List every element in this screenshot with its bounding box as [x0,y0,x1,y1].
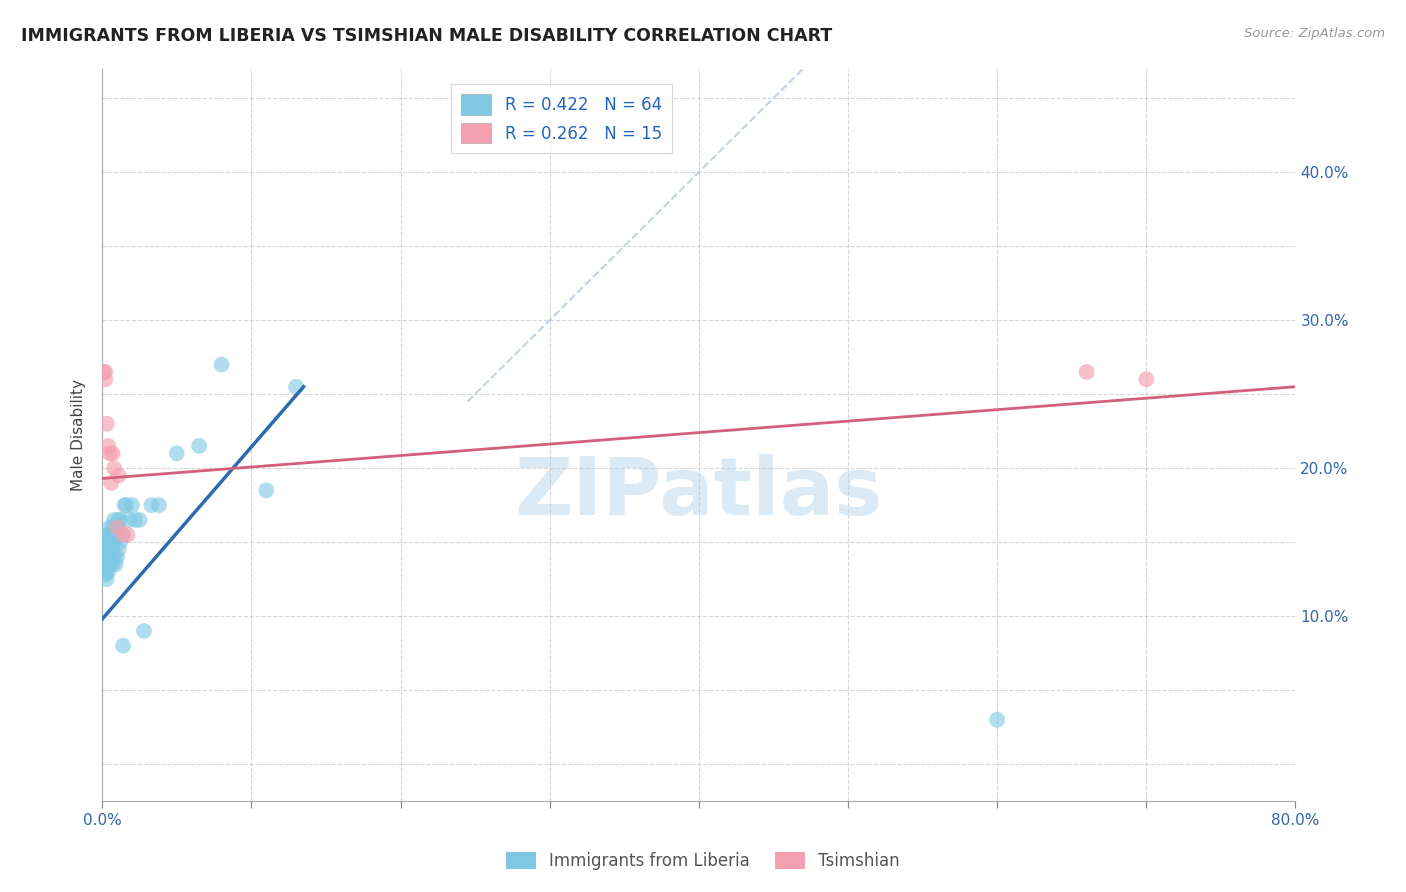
Point [97,527,120,541]
Point [94,372,117,386]
Point [211,358,233,372]
Point [98,535,121,549]
Point [107,513,129,527]
Point [97,535,120,549]
Point [107,468,129,483]
Point [105,549,128,564]
Point [110,527,132,541]
Point [98,520,121,534]
Point [93,549,115,564]
Point [100,542,122,557]
Point [100,527,122,541]
Point [94,558,117,572]
Point [94,549,117,564]
Point [1135,372,1157,386]
Point [98,542,121,557]
Point [98,558,121,572]
Point [98,549,121,564]
Point [188,439,211,453]
Point [101,542,124,557]
Point [100,475,122,490]
Point [121,498,143,512]
Point [105,520,128,534]
Point [101,535,124,549]
Point [103,461,125,475]
Point [108,535,131,549]
Point [117,527,139,541]
Point [96,565,118,579]
Point [93,365,115,379]
Y-axis label: Male Disability: Male Disability [72,379,86,491]
Point [94,565,117,579]
Point [96,542,118,557]
Point [112,527,135,541]
Point [108,513,131,527]
Point [98,446,121,460]
Point [132,624,155,638]
Point [96,558,118,572]
Legend: R = 0.422   N = 64, R = 0.262   N = 15: R = 0.422 N = 64, R = 0.262 N = 15 [451,84,672,153]
Point [96,538,118,552]
Point [97,565,120,579]
Point [97,549,120,564]
Point [96,572,118,586]
Point [986,713,1008,727]
Point [94,542,117,557]
Text: IMMIGRANTS FROM LIBERIA VS TSIMSHIAN MALE DISABILITY CORRELATION CHART: IMMIGRANTS FROM LIBERIA VS TSIMSHIAN MAL… [21,27,832,45]
Text: ZIPatlas: ZIPatlas [515,454,883,533]
Point [105,520,128,534]
Point [94,535,117,549]
Point [97,439,120,453]
Point [94,365,117,379]
Point [96,549,118,564]
Point [1076,365,1098,379]
Point [100,549,122,564]
Point [96,527,118,541]
Point [97,558,120,572]
Point [93,535,115,549]
Point [96,417,118,431]
Point [114,498,136,512]
Point [141,498,163,512]
Point [104,558,127,572]
Point [148,498,170,512]
Text: Source: ZipAtlas.com: Source: ZipAtlas.com [1244,27,1385,40]
Point [97,542,120,557]
Point [103,513,125,527]
Point [101,520,124,534]
Point [118,513,141,527]
Point [101,446,124,460]
Point [101,558,124,572]
Point [103,535,125,549]
Point [166,446,188,460]
Point [112,639,135,653]
Legend: Immigrants from Liberia, Tsimshian: Immigrants from Liberia, Tsimshian [499,845,907,877]
Point [254,483,277,498]
Point [104,527,127,541]
Point [285,380,308,394]
Point [94,567,117,582]
Point [107,542,129,557]
Point [96,549,118,564]
Point [124,513,146,527]
Point [93,542,115,557]
Point [115,498,138,512]
Point [96,535,118,549]
Point [128,513,150,527]
Point [103,549,125,564]
